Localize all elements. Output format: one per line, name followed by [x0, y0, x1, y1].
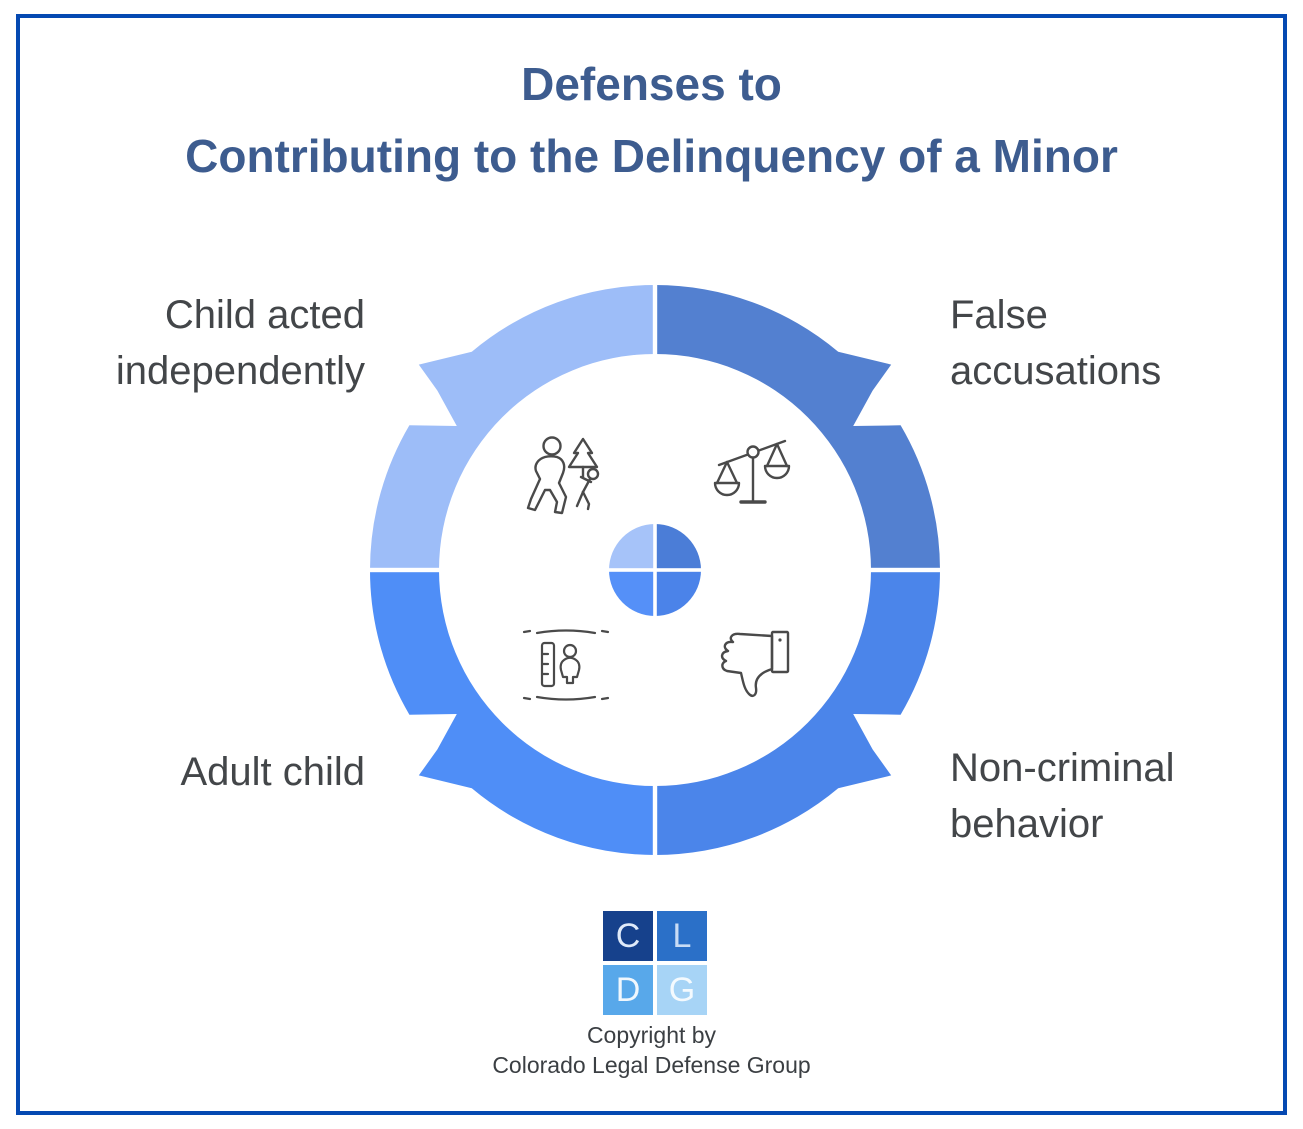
thumbs-down-icon	[720, 630, 790, 697]
label-adult-child: Adult child	[180, 750, 365, 794]
center-circle	[606, 521, 704, 619]
center-quadrant-top-left	[609, 524, 655, 570]
cldg-logo: C L D G	[603, 911, 707, 1015]
height-measurement-icon	[522, 629, 610, 701]
ring-quadrant-bottom-left	[369, 570, 655, 855]
copyright-line-2: Colorado Legal Defense Group	[492, 1052, 811, 1078]
ring-quadrant-top-left	[369, 285, 655, 570]
logo-square-l: L	[657, 911, 707, 961]
scales-of-justice-icon	[713, 439, 791, 504]
person-walking-with-child-icon	[526, 436, 600, 515]
copyright-notice: Copyright by Colorado Legal Defense Grou…	[0, 1020, 1303, 1080]
logo-square-g: G	[657, 965, 707, 1015]
logo-square-c: C	[603, 911, 653, 961]
center-quadrant-top-right	[655, 524, 701, 570]
copyright-line-1: Copyright by	[586, 1022, 717, 1048]
label-false-accusations: False accusations	[950, 293, 1162, 393]
page-title: Defenses to Contributing to the Delinque…	[0, 48, 1303, 192]
logo-square-d: D	[603, 965, 653, 1015]
ring-quadrant-bottom-right	[655, 570, 940, 855]
title-line-2: Contributing to the Delinquency of a Min…	[185, 130, 1118, 182]
ring-quadrant-top-right	[655, 285, 940, 570]
label-child-acted-independently: Child acted independently	[115, 293, 365, 393]
title-line-1: Defenses to	[521, 58, 782, 110]
center-quadrant-bottom-right	[655, 570, 701, 616]
label-non-criminal-behavior: Non-criminal behavior	[950, 746, 1175, 846]
cycle-diagram	[355, 270, 955, 870]
center-quadrant-bottom-left	[609, 570, 655, 616]
